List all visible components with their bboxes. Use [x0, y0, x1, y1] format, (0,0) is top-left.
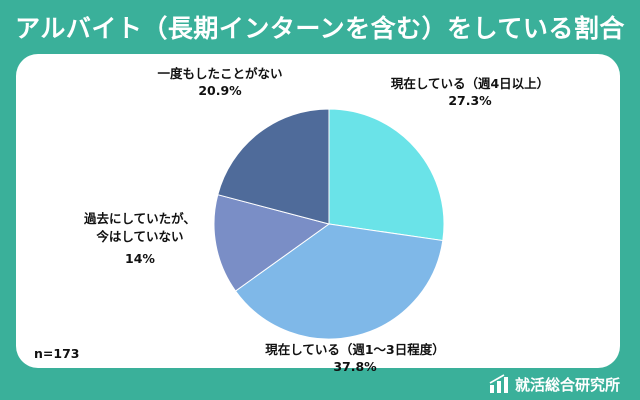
pie-slice-2 [213, 194, 331, 292]
slice-label-2-text: 過去にしていたが、 今はしていない [84, 211, 196, 244]
slice-label-3-value: 20.9% [198, 83, 242, 98]
pie-slice-3 [217, 108, 330, 225]
slice-label-2: 過去にしていたが、 今はしていない 14% [60, 192, 220, 286]
slice-label-0-value: 27.3% [448, 93, 492, 108]
brand-logo: 就活総合研究所 [489, 372, 620, 396]
slice-label-2-value: 14% [125, 251, 155, 266]
slice-label-3: 一度もしたことがない 20.9% [135, 65, 305, 99]
bar-chart-icon [489, 374, 508, 393]
pie-slice-1 [234, 223, 444, 340]
slice-label-0: 現在している（週4日以上） 27.3% [380, 75, 560, 109]
slice-label-3-text: 一度もしたことがない [157, 66, 283, 81]
slice-label-1-text: 現在している（週1〜3日程度） [265, 342, 445, 357]
slice-label-1: 現在している（週1〜3日程度） 37.8% [250, 341, 460, 375]
sample-size: n=173 [34, 346, 80, 361]
slice-label-1-value: 37.8% [333, 359, 377, 374]
slice-label-0-text: 現在している（週4日以上） [390, 76, 550, 91]
brand-logo-text: 就活総合研究所 [514, 375, 620, 394]
pie-slice-0 [328, 108, 445, 242]
page-title: アルバイト（長期インターンを含む）をしている割合 [15, 14, 625, 43]
